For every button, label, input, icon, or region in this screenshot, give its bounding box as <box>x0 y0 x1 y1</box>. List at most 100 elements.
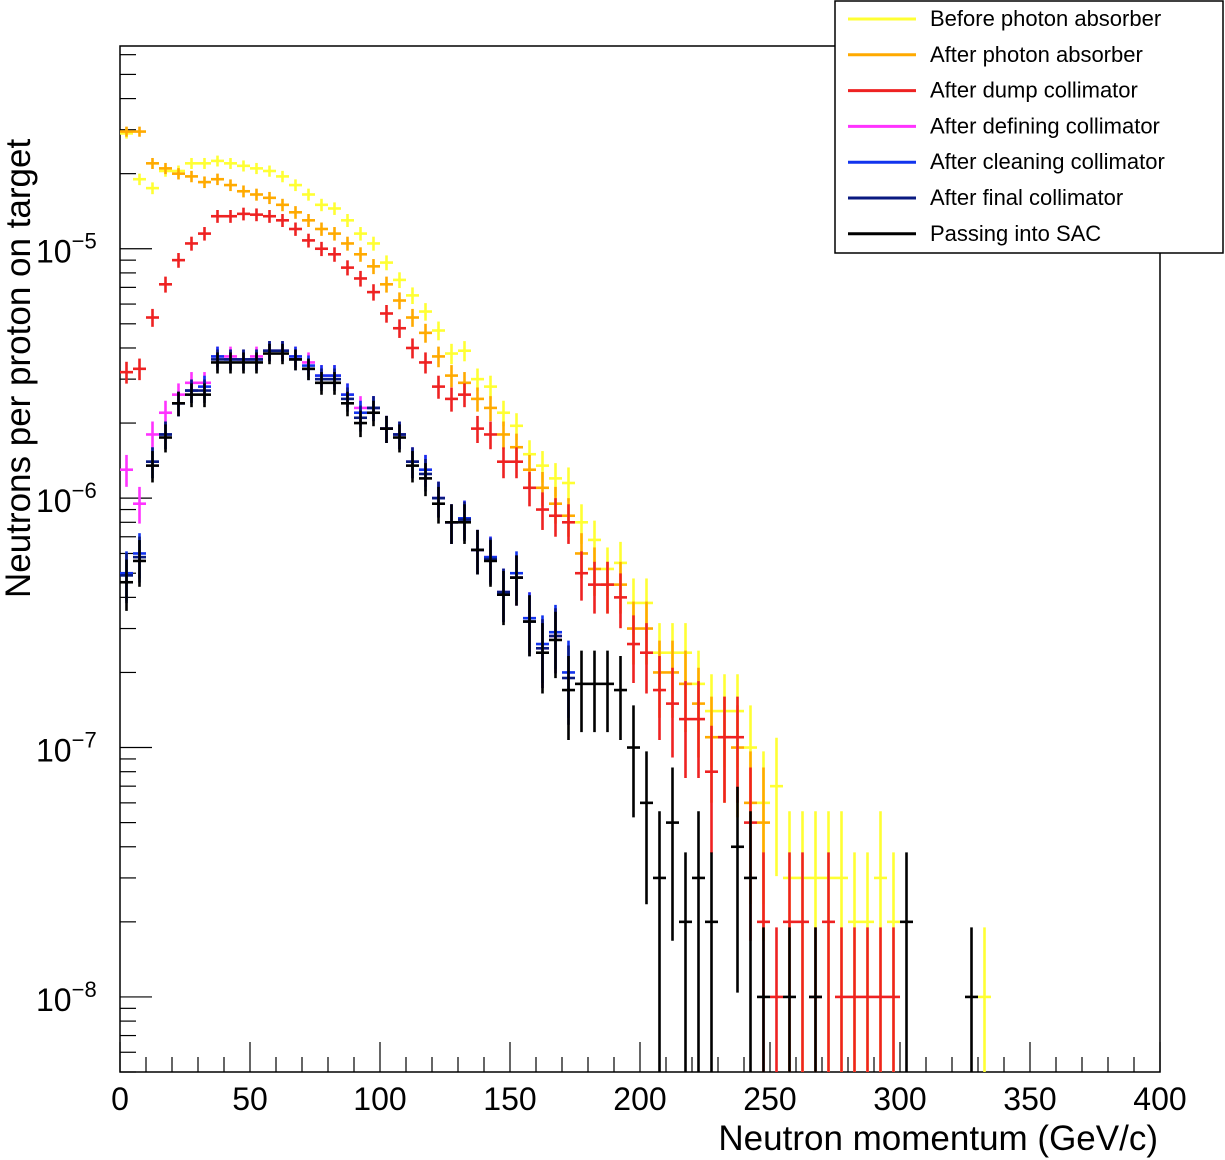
data-point <box>653 656 666 740</box>
data-point <box>406 287 419 305</box>
data-point <box>393 292 406 310</box>
x-tick-labels: 0 50 100 150 200 250 300 350 400 <box>111 1081 1187 1117</box>
data-point <box>354 410 367 438</box>
data-point <box>497 421 510 450</box>
data-point <box>445 504 458 544</box>
data-point <box>627 615 640 684</box>
data-point <box>445 365 458 388</box>
data-point <box>497 447 510 479</box>
data-point <box>861 927 874 1072</box>
data-point <box>601 650 614 733</box>
data-point <box>276 343 289 365</box>
data-point <box>341 260 354 276</box>
data-point <box>185 170 198 183</box>
data-point <box>120 559 133 611</box>
data-point <box>224 157 237 169</box>
legend-label: After dump collimator <box>930 78 1138 103</box>
data-point <box>679 852 692 1072</box>
axis-ticks <box>119 54 1161 1073</box>
data-point <box>978 927 991 1072</box>
legend-label: After defining collimator <box>930 113 1160 138</box>
x-tick-label: 0 <box>111 1081 129 1117</box>
data-point <box>419 303 432 321</box>
data-point <box>588 561 601 614</box>
data-point <box>328 372 341 395</box>
data-point <box>458 341 471 362</box>
data-point <box>250 208 263 222</box>
y-tick-label: 10−8 <box>36 977 97 1018</box>
data-point <box>471 368 484 391</box>
data-point <box>419 463 432 497</box>
data-point <box>406 338 419 359</box>
data-point <box>510 555 523 606</box>
data-point <box>146 157 159 169</box>
data-point <box>549 611 562 679</box>
legend-label: After photon absorber <box>930 42 1143 67</box>
data-point <box>276 214 289 228</box>
data-point <box>705 852 718 1072</box>
data-point <box>133 358 146 381</box>
data-point <box>718 696 731 803</box>
data-point <box>302 214 315 228</box>
data-point <box>874 927 887 1072</box>
data-point <box>237 160 250 172</box>
data-point <box>965 927 978 1072</box>
data-point <box>237 207 250 221</box>
data-point <box>315 241 328 257</box>
data-point <box>900 852 913 1072</box>
data-markers <box>120 126 991 1072</box>
data-point <box>133 486 146 524</box>
data-point <box>354 247 367 262</box>
data-point <box>341 214 354 228</box>
data-point <box>549 498 562 537</box>
data-point <box>432 346 445 368</box>
series-0 <box>120 128 991 1072</box>
data-point <box>432 486 445 524</box>
data-point <box>328 202 341 215</box>
data-point <box>796 852 809 1072</box>
data-point <box>471 387 484 412</box>
data-point <box>380 415 393 444</box>
data-point <box>614 573 627 629</box>
data-point <box>341 391 354 417</box>
data-point <box>562 504 575 544</box>
data-point <box>172 391 185 417</box>
data-point <box>263 165 276 177</box>
data-point <box>341 236 354 251</box>
data-point <box>562 467 575 502</box>
x-tick-label: 300 <box>873 1081 926 1117</box>
data-point <box>588 650 601 733</box>
data-point <box>211 352 224 374</box>
data-point <box>484 396 497 422</box>
data-point <box>458 383 471 408</box>
data-point <box>510 447 523 479</box>
data-point <box>406 308 419 327</box>
legend-label: Before photon absorber <box>930 6 1161 31</box>
data-point <box>367 400 380 427</box>
data-point <box>224 179 237 192</box>
data-point <box>315 222 328 236</box>
data-point <box>705 725 718 854</box>
data-point <box>250 162 263 175</box>
data-point <box>744 811 757 1072</box>
data-point <box>432 321 445 341</box>
data-point <box>198 383 211 408</box>
data-point <box>757 927 770 1072</box>
data-point <box>445 387 458 412</box>
data-point <box>887 927 900 1072</box>
data-point <box>523 471 536 507</box>
data-point <box>731 696 744 803</box>
x-tick-label: 150 <box>483 1081 536 1117</box>
x-tick-label: 100 <box>353 1081 406 1117</box>
data-point <box>328 227 341 241</box>
data-point <box>198 176 211 189</box>
data-point <box>302 358 315 381</box>
data-point <box>393 272 406 289</box>
x-axis-title: Neutron momentum (GeV/c) <box>718 1119 1158 1158</box>
data-point <box>211 173 224 186</box>
data-point <box>380 276 393 293</box>
data-point <box>237 352 250 374</box>
x-tick-label: 200 <box>613 1081 666 1117</box>
data-point <box>419 323 432 343</box>
